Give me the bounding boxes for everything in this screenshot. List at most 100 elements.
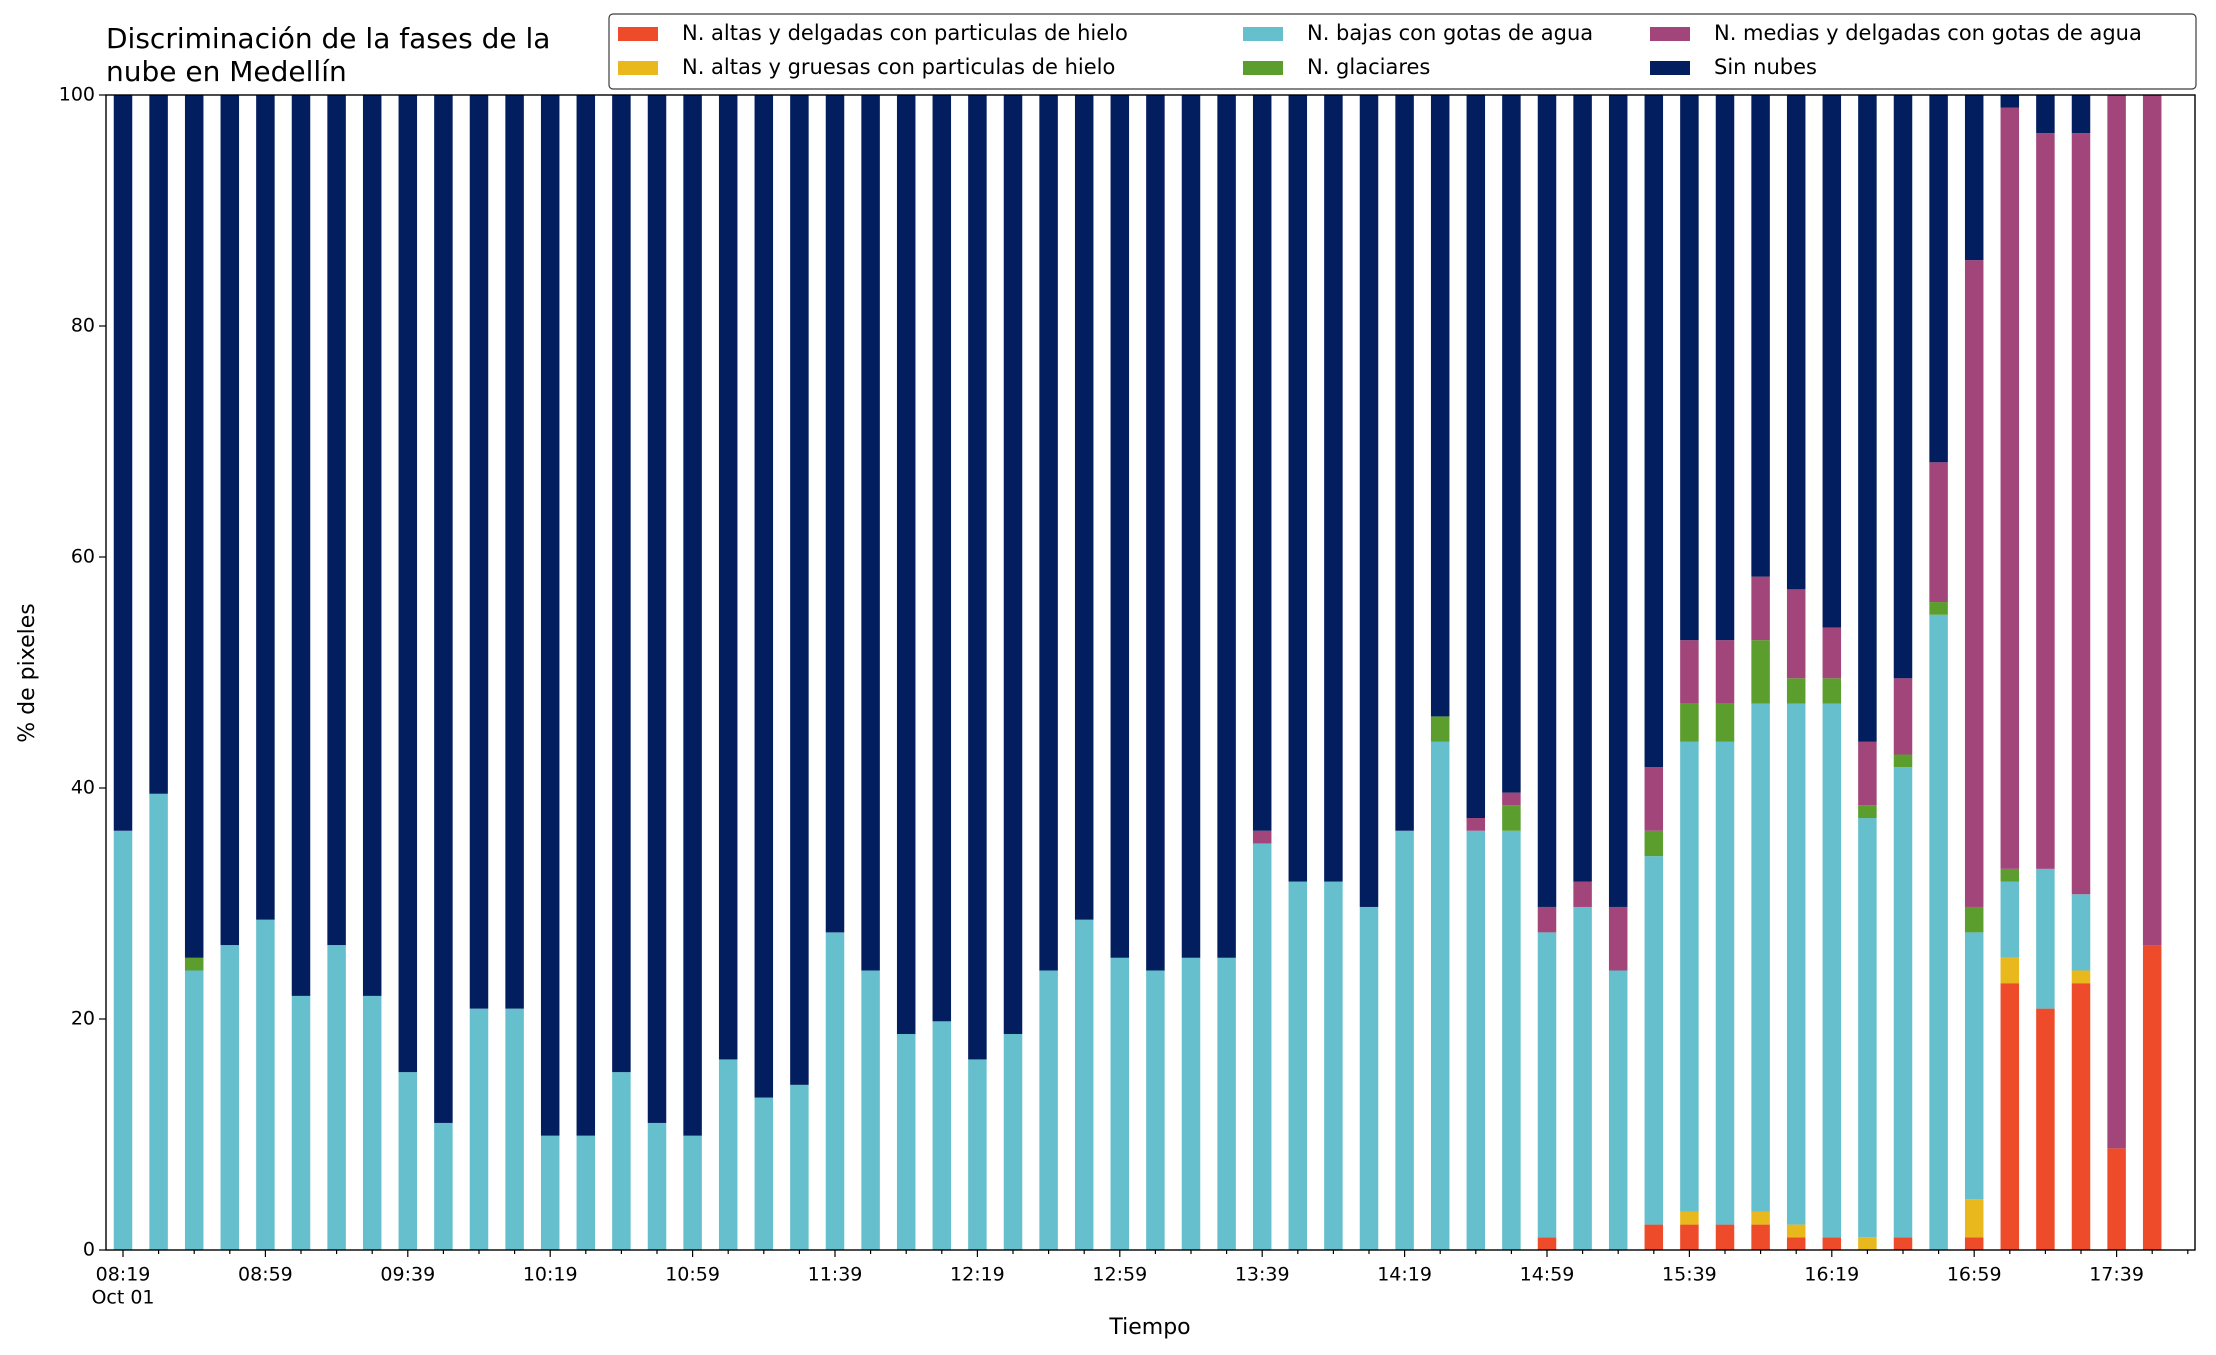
bar-segment [1929, 95, 1948, 463]
bar-segment [1822, 95, 1842, 628]
bar-segment [1893, 678, 1913, 755]
bar-segment [2071, 133, 2091, 895]
bar-segment [1680, 640, 1699, 704]
bar-segment [1466, 830, 1486, 1250]
bar-segment [1146, 95, 1165, 971]
bar-segment [1644, 1224, 1664, 1250]
bar-segment [256, 95, 275, 920]
bar-segment [1466, 95, 1486, 819]
legend-label: N. bajas con gotas de agua [1307, 21, 1593, 45]
bar-segment [1929, 462, 1948, 603]
bar-segment [1893, 95, 1913, 679]
bar-segment [1858, 741, 1877, 806]
bar-segment [1502, 805, 1521, 831]
y-tick-label: 80 [71, 315, 95, 337]
bar-segment [1715, 640, 1735, 704]
legend-box [608, 13, 2197, 90]
bar-segment [1324, 95, 1343, 882]
bar-segment [291, 95, 311, 996]
bar-segment [184, 95, 204, 958]
bar-segment [2036, 1008, 2055, 1250]
bar-segment [362, 995, 382, 1250]
bar-segment [2000, 983, 2020, 1250]
bar-segment [1003, 1034, 1023, 1250]
bar-segment [1003, 95, 1023, 1035]
bar-segment [1074, 919, 1094, 1250]
bar-segment [362, 95, 382, 996]
bar-segment [113, 830, 133, 1250]
bar-segment [1786, 703, 1806, 1225]
x-tick-label: 14:19 [1377, 1264, 1432, 1286]
bar-segment [1751, 1224, 1770, 1250]
legend-swatch [1243, 61, 1283, 75]
bar-segment [612, 95, 631, 1073]
bar-segment [1146, 970, 1165, 1250]
legend-label: Sin nubes [1714, 55, 1817, 79]
bar-segment [1929, 602, 1948, 615]
bar-segment [1359, 95, 1379, 907]
bar-segment [434, 1122, 453, 1250]
bar-segment [2142, 945, 2162, 1250]
bar-segment [790, 95, 809, 1085]
x-tick-label: 09:39 [380, 1264, 435, 1286]
x-axis-label: Tiempo [1108, 1315, 1190, 1340]
bar-segment [540, 1135, 560, 1250]
bar-segment [1715, 1224, 1735, 1250]
bar-segment [1039, 95, 1058, 971]
legend-label: N. glaciares [1307, 55, 1430, 79]
bar-segment [1537, 932, 1557, 1238]
bar-segment [932, 95, 952, 1022]
x-tick-label: 14:59 [1520, 1264, 1575, 1286]
bar-segment [2000, 95, 2020, 108]
x-tick-label: 12:19 [950, 1264, 1005, 1286]
bar-segment [1964, 1237, 1984, 1250]
legend-swatch [1650, 61, 1690, 75]
bar-segment [1288, 95, 1308, 882]
bar-segment [1893, 1237, 1913, 1250]
bar-segment [1217, 95, 1236, 958]
bar-segment [1573, 95, 1592, 882]
bar-segment [896, 95, 916, 1035]
bar-segment [1786, 589, 1806, 679]
bar-segment [184, 957, 204, 971]
bar-segment [1929, 614, 1948, 1250]
bar-segment [1964, 932, 1984, 1200]
bar-segment [1502, 830, 1521, 1250]
bar-segment [1537, 95, 1557, 907]
bar-segment [220, 95, 240, 946]
bar-segment [1964, 95, 1984, 261]
plot-frame [105, 94, 2196, 1251]
x-tick-label: 16:59 [1947, 1264, 2002, 1286]
bar-segment [1822, 678, 1842, 704]
bar-segment [1786, 1237, 1806, 1250]
bar-segment [1537, 1237, 1557, 1250]
bar-segment [861, 95, 880, 971]
y-axis-label: % de pixeles [15, 603, 40, 742]
bar-segment [1715, 95, 1735, 641]
bar-segment [1751, 1211, 1770, 1225]
bar-segment [1680, 1224, 1699, 1250]
bar-segment [469, 1008, 489, 1250]
x-tick-label: 13:39 [1235, 1264, 1290, 1286]
bar-segment [1893, 754, 1913, 768]
bar-segment [2000, 881, 2020, 958]
legend-label: N. altas y delgadas con particulas de hi… [682, 21, 1128, 45]
chart-title: Discriminación de la fases de la nube en… [106, 22, 551, 88]
bar-segment [327, 945, 346, 1250]
bar-segment [1359, 906, 1379, 1250]
bar-segment [2036, 133, 2055, 869]
bar-segment [1680, 703, 1699, 742]
bar-segment [1608, 95, 1628, 907]
bar-segment [1430, 741, 1450, 1250]
bar-segment [1288, 881, 1308, 1250]
bar-segment [754, 1097, 774, 1250]
bar-segment [2071, 95, 2091, 134]
bar-segment [1680, 95, 1699, 641]
y-tick-label: 100 [59, 84, 95, 106]
x-tick-label: 08:19 [96, 1264, 151, 1286]
bar-segment [398, 1072, 418, 1250]
x-tick-label: 15:39 [1662, 1264, 1717, 1286]
bar-segment [2036, 868, 2055, 1009]
bar-segment [1252, 830, 1272, 844]
